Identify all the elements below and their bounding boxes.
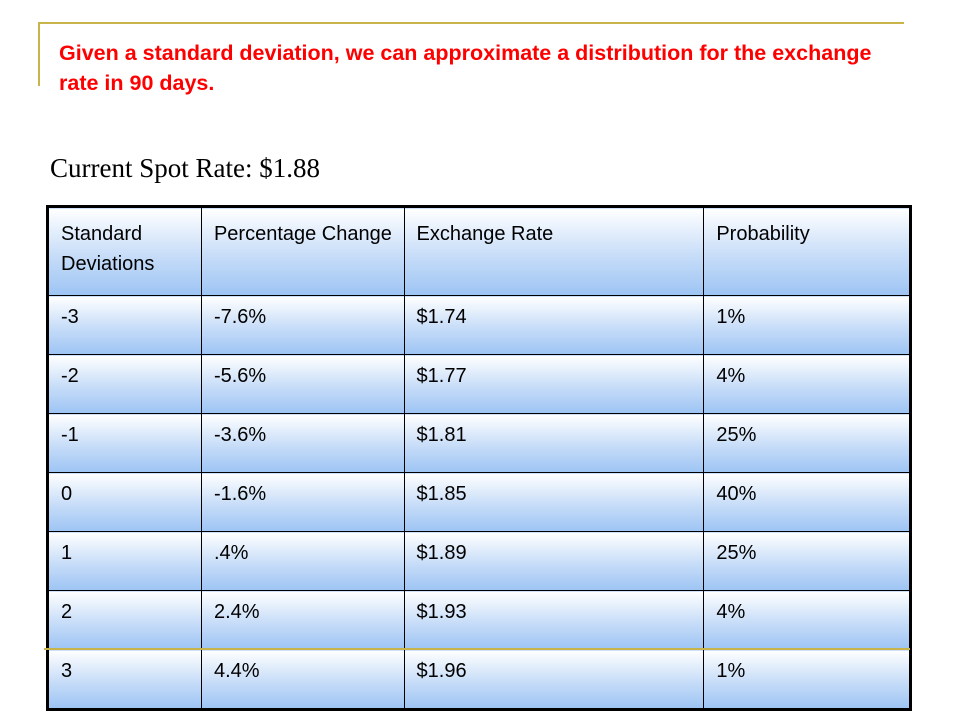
cell-exchange-rate: $1.85	[403, 472, 705, 532]
cell-probability: 25%	[703, 413, 911, 473]
cell-std-dev: 3	[47, 649, 202, 710]
table-row: -3 -7.6% $1.74 1%	[47, 295, 911, 355]
cell-std-dev: -1	[47, 413, 202, 473]
cell-std-dev: 0	[47, 472, 202, 532]
cell-std-dev: 1	[47, 531, 202, 591]
cell-exchange-rate: $1.89	[403, 531, 705, 591]
cell-probability: 4%	[703, 354, 911, 414]
table-row: 3 4.4% $1.96 1%	[47, 649, 911, 710]
left-divider-line	[38, 22, 40, 86]
table-row: 0 -1.6% $1.85 40%	[47, 472, 911, 532]
cell-probability: 1%	[703, 649, 911, 710]
cell-probability: 40%	[703, 472, 911, 532]
table-row: -1 -3.6% $1.81 25%	[47, 413, 911, 473]
cell-exchange-rate: $1.77	[403, 354, 705, 414]
top-divider-line	[38, 22, 904, 24]
cell-pct-change: 4.4%	[200, 649, 405, 710]
cell-std-dev: -3	[47, 295, 202, 355]
cell-pct-change: -5.6%	[200, 354, 405, 414]
table-row: 1 .4% $1.89 25%	[47, 531, 911, 591]
cell-std-dev: 2	[47, 590, 202, 650]
table-header-row: Standard Deviations Percentage Change Ex…	[47, 206, 911, 296]
exchange-rate-distribution-table: Standard Deviations Percentage Change Ex…	[46, 205, 912, 711]
header-probability: Probability	[703, 206, 911, 296]
cell-exchange-rate: $1.96	[403, 649, 705, 710]
slide-heading: Given a standard deviation, we can appro…	[59, 41, 872, 95]
cell-exchange-rate: $1.81	[403, 413, 705, 473]
cell-std-dev: -2	[47, 354, 202, 414]
cell-probability: 4%	[703, 590, 911, 650]
cell-pct-change: -1.6%	[200, 472, 405, 532]
cell-probability: 25%	[703, 531, 911, 591]
cell-pct-change: 2.4%	[200, 590, 405, 650]
cell-pct-change: .4%	[200, 531, 405, 591]
spot-rate-label: Current Spot Rate: $1.88	[50, 153, 320, 183]
table-row: 2 2.4% $1.93 4%	[47, 590, 911, 650]
cell-probability: 1%	[703, 295, 911, 355]
header-percentage-change: Percentage Change	[200, 206, 405, 296]
cell-exchange-rate: $1.93	[403, 590, 705, 650]
cell-exchange-rate: $1.74	[403, 295, 705, 355]
bottom-divider-line	[44, 648, 910, 650]
table-row: -2 -5.6% $1.77 4%	[47, 354, 911, 414]
cell-pct-change: -7.6%	[200, 295, 405, 355]
header-exchange-rate: Exchange Rate	[403, 206, 705, 296]
cell-pct-change: -3.6%	[200, 413, 405, 473]
header-standard-deviations: Standard Deviations	[47, 206, 202, 296]
